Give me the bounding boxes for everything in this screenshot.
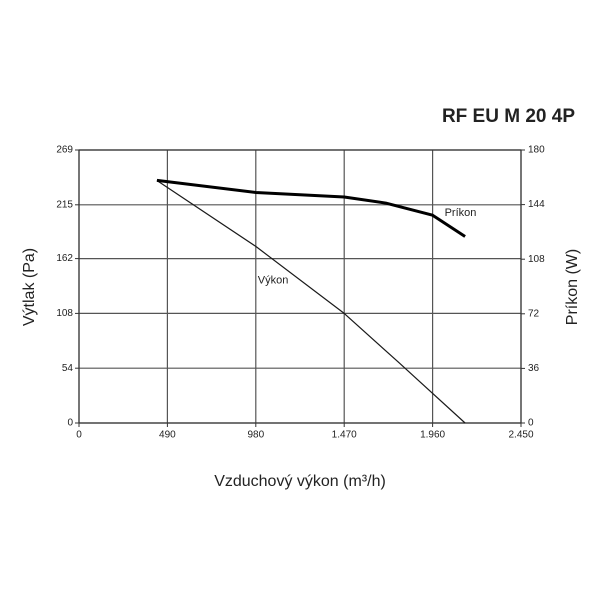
line: [156, 178, 466, 238]
x-tick-label: 1.470: [332, 430, 357, 441]
y-tick-label: 108: [56, 308, 73, 319]
x-axis-label: Vzduchový výkon (m³/h): [214, 473, 386, 490]
y2-tick-label: 144: [528, 199, 545, 210]
x-tick-label: 2.450: [508, 430, 533, 441]
y-tick-label: 0: [67, 418, 73, 429]
x-tick-label: 1.960: [420, 430, 445, 441]
y-tick-label: 54: [62, 363, 74, 374]
series-label: Príkon: [445, 207, 477, 219]
y-tick-label: 215: [56, 199, 73, 210]
x-tick-label: 0: [76, 430, 82, 441]
chart-title: RF EU M 20 4P: [442, 106, 575, 127]
y2-tick-label: 0: [528, 418, 534, 429]
x-tick-label: 980: [247, 430, 264, 441]
y2-tick-label: 108: [528, 254, 545, 265]
series-label: Výkon: [258, 274, 289, 286]
y-axis-label: Výtlak (Pa): [21, 248, 38, 326]
y2-tick-label: 72: [528, 308, 540, 319]
y2-axis-label: Príkon (W): [564, 249, 581, 325]
y-tick-label: 269: [56, 145, 73, 156]
y2-tick-label: 180: [528, 145, 545, 156]
x-tick-label: 490: [159, 430, 176, 441]
y2-tick-label: 36: [528, 363, 540, 374]
plot-frame: [78, 149, 522, 424]
y-tick-label: 162: [56, 253, 73, 264]
line: [156, 179, 466, 424]
